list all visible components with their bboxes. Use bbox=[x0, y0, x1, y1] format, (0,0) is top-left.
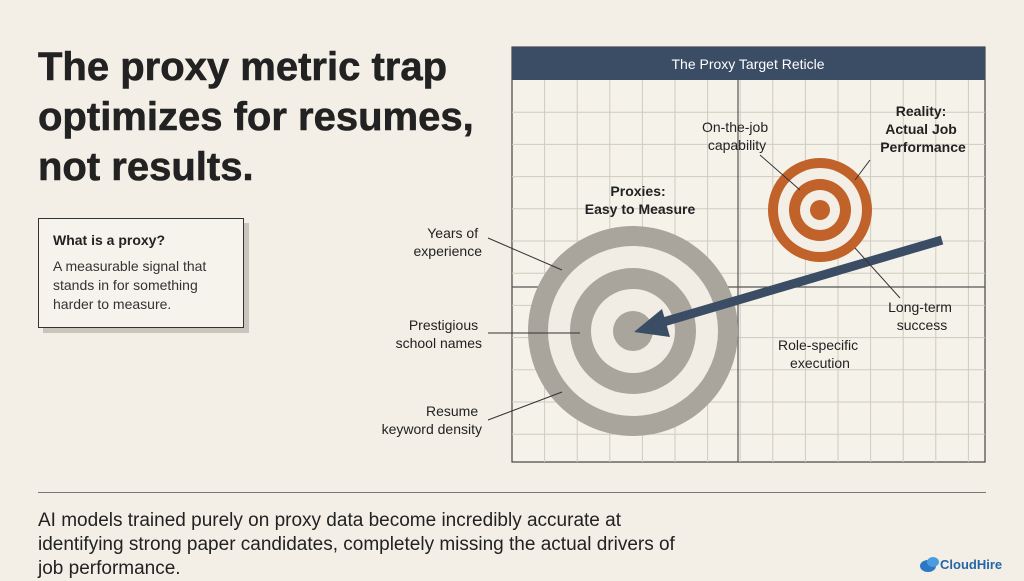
reality-target bbox=[768, 158, 872, 262]
proxy-target bbox=[528, 226, 738, 436]
brand: CloudHire bbox=[940, 557, 1003, 572]
callout-heading: What is a proxy? bbox=[53, 232, 166, 248]
panel-header bbox=[512, 47, 985, 80]
reality-label: Long-term success bbox=[888, 299, 956, 333]
proxy-heading: Proxies: Easy to Measure bbox=[585, 183, 696, 217]
slide-title: The proxy metric trap optimizes for resu… bbox=[38, 45, 474, 190]
arrow bbox=[634, 235, 944, 337]
callout-body: A measurable signal that stands in for s… bbox=[53, 258, 207, 312]
reality-label: Role-specific execution bbox=[778, 337, 862, 371]
brand-logo bbox=[920, 557, 939, 572]
proxy-label: Resume keyword density bbox=[382, 403, 482, 437]
reality-heading: Reality: Actual Job Performance bbox=[880, 103, 966, 155]
panel-title: The Proxy Target Reticle bbox=[671, 56, 824, 72]
leader-lines bbox=[487, 154, 901, 421]
proxy-label: Years of experience bbox=[414, 225, 483, 259]
reality-label: On-the-job capability bbox=[702, 119, 772, 153]
callout-box: What is a proxy? A measurable signal tha… bbox=[38, 218, 244, 328]
divider bbox=[38, 492, 986, 493]
proxy-label: Prestigious school names bbox=[396, 317, 482, 351]
footer-text: AI models trained purely on proxy data b… bbox=[38, 510, 675, 579]
